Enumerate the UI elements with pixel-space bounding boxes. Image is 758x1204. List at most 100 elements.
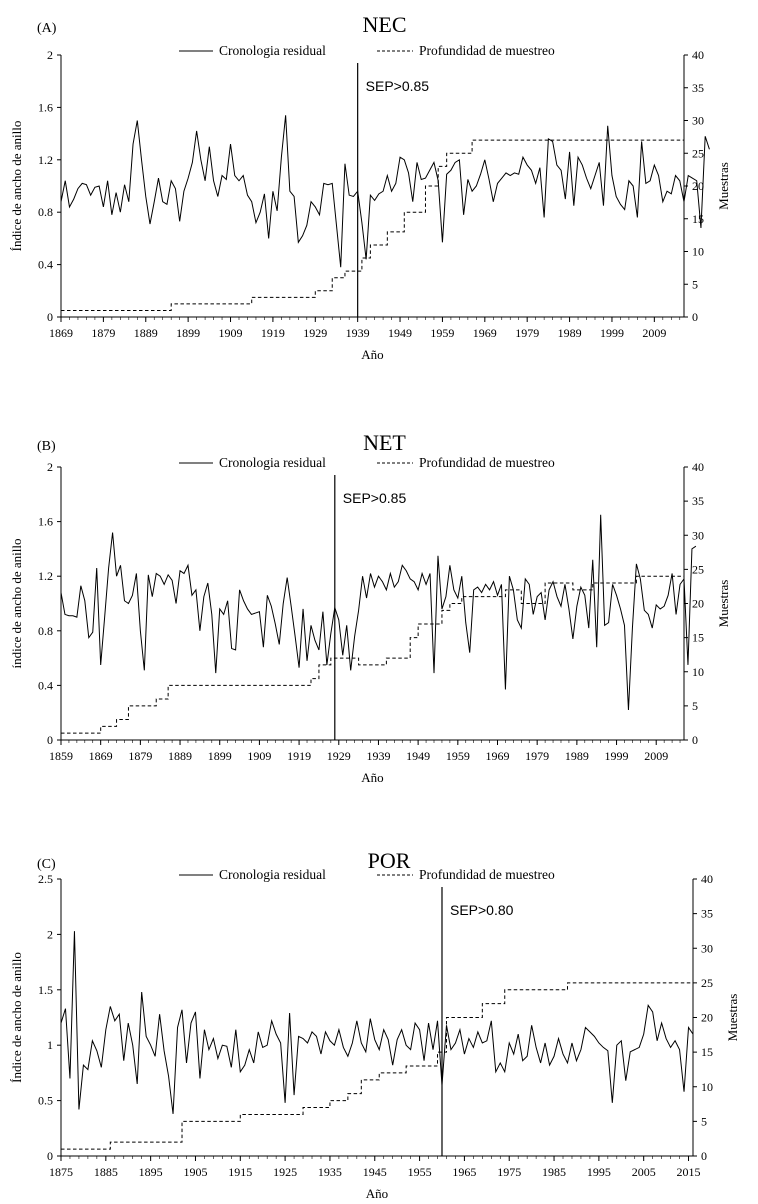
x-tick-label: 1955 — [408, 1165, 432, 1179]
y-tick-label: 0.8 — [38, 205, 53, 219]
axes-frame — [60, 55, 685, 318]
legend-depth-label: Profundidad de muestreo — [419, 455, 555, 470]
y2-tick-label: 20 — [701, 1011, 713, 1025]
x-tick-label: 1965 — [452, 1165, 476, 1179]
y2-tick-label: 30 — [701, 941, 713, 955]
y-axis-label: índice de ancho de anillo — [9, 539, 24, 669]
x-tick-label: 1985 — [542, 1165, 566, 1179]
y-tick-label: 2 — [47, 927, 53, 941]
x-tick-label: 2005 — [632, 1165, 656, 1179]
y-tick-label: 0.5 — [38, 1094, 53, 1108]
x-tick-label: 1939 — [366, 749, 390, 763]
y-tick-label: 2.5 — [38, 872, 53, 886]
chart-title: NEC — [363, 12, 407, 37]
y2-tick-label: 30 — [692, 528, 704, 542]
chart-panel-por: (C) POR Cronologia residual Profundidad de … — [9, 848, 740, 1201]
y2-tick-label: 0 — [692, 310, 698, 324]
y2-tick-label: 15 — [692, 631, 704, 645]
y2-tick-label: 25 — [692, 562, 704, 576]
y-tick-label: 0 — [47, 310, 53, 324]
y-tick-label: 1.5 — [38, 983, 53, 997]
x-tick-label: 1999 — [600, 326, 624, 340]
y2-tick-label: 40 — [701, 872, 713, 886]
legend-depth-label: Profundidad de muestreo — [419, 43, 555, 58]
x-tick-label: 1875 — [49, 1165, 73, 1179]
x-tick-label: 1859 — [49, 749, 73, 763]
x-tick-label: 1945 — [363, 1165, 387, 1179]
x-tick-label: 1925 — [273, 1165, 297, 1179]
legend-depth-label: Profundidad de muestreo — [419, 867, 555, 882]
x-tick-label: 1929 — [303, 326, 327, 340]
x-tick-label: 1969 — [473, 326, 497, 340]
x-tick-label: 1959 — [446, 749, 470, 763]
y2-tick-label: 15 — [692, 212, 704, 226]
y2-tick-label: 5 — [692, 277, 698, 291]
y-tick-label: 0.8 — [38, 624, 53, 638]
x-tick-label: 1915 — [228, 1165, 252, 1179]
x-tick-label: 1979 — [515, 326, 539, 340]
sample-depth-line — [61, 139, 684, 311]
y-tick-label: 1.6 — [38, 515, 53, 529]
y-axis-label: Índice de ancho de anillo — [9, 121, 24, 252]
x-tick-label: 1969 — [485, 749, 509, 763]
x-tick-label: 1879 — [128, 749, 152, 763]
y2-tick-label: 10 — [692, 665, 704, 679]
sample-depth-line — [61, 562, 685, 734]
x-tick-label: 1959 — [430, 326, 454, 340]
y2-tick-label: 10 — [692, 245, 704, 259]
chart-title: POR — [368, 848, 411, 873]
y-axis-label: Índice de ancho de anillo — [9, 952, 24, 1083]
x-tick-label: 1929 — [327, 749, 351, 763]
y2-tick-label: 40 — [692, 48, 704, 62]
x-tick-label: 1895 — [139, 1165, 163, 1179]
legend-residual-label: Cronologia residual — [219, 43, 326, 58]
x-axis-label: Año — [361, 770, 383, 785]
x-axis-label: Año — [361, 347, 383, 362]
y-tick-label: 1.6 — [38, 100, 53, 114]
x-tick-label: 1979 — [525, 749, 549, 763]
chart-panel-nec: (A) NEC Cronologia residual Profundidad de … — [9, 12, 731, 362]
x-tick-label: 1909 — [219, 326, 243, 340]
sep-label: SEP>0.80 — [450, 902, 514, 918]
y2-tick-label: 5 — [701, 1114, 707, 1128]
x-tick-label: 1889 — [168, 749, 192, 763]
x-tick-label: 1995 — [587, 1165, 611, 1179]
y2-axis-label: Muestras — [716, 162, 731, 210]
y2-tick-label: 35 — [701, 907, 713, 921]
x-tick-label: 2009 — [642, 326, 666, 340]
x-tick-label: 1909 — [247, 749, 271, 763]
y2-tick-label: 10 — [701, 1080, 713, 1094]
panel-label: (B) — [37, 439, 56, 454]
panel-label: (C) — [37, 857, 56, 872]
x-tick-label: 1869 — [49, 326, 73, 340]
y-tick-label: 1 — [47, 1038, 53, 1052]
y2-axis-label: Muestras — [725, 994, 740, 1042]
x-tick-label: 1989 — [558, 326, 582, 340]
y2-tick-label: 40 — [692, 460, 704, 474]
y2-tick-label: 25 — [701, 976, 713, 990]
x-tick-label: 1899 — [208, 749, 232, 763]
x-tick-label: 1905 — [183, 1165, 207, 1179]
y-tick-label: 1.2 — [38, 569, 53, 583]
y-tick-label: 1.2 — [38, 153, 53, 167]
sample-depth-line — [61, 982, 693, 1150]
x-tick-label: 1935 — [318, 1165, 342, 1179]
x-tick-label: 1919 — [287, 749, 311, 763]
x-tick-label: 1889 — [134, 326, 158, 340]
x-tick-label: 2015 — [677, 1165, 701, 1179]
y-tick-label: 0.4 — [38, 258, 53, 272]
y2-tick-label: 0 — [692, 733, 698, 747]
y2-tick-label: 0 — [701, 1149, 707, 1163]
residual-chronology-line — [60, 931, 694, 1114]
y2-tick-label: 35 — [692, 494, 704, 508]
x-tick-label: 1989 — [565, 749, 589, 763]
sep-label: SEP>0.85 — [343, 490, 407, 506]
y2-tick-label: 35 — [692, 81, 704, 95]
x-axis-label: Año — [366, 1186, 388, 1201]
sep-label: SEP>0.85 — [366, 78, 430, 94]
y-tick-label: 0 — [47, 733, 53, 747]
legend-residual-label: Cronologia residual — [219, 455, 326, 470]
axes-frame — [60, 879, 694, 1157]
x-tick-label: 1885 — [94, 1165, 118, 1179]
